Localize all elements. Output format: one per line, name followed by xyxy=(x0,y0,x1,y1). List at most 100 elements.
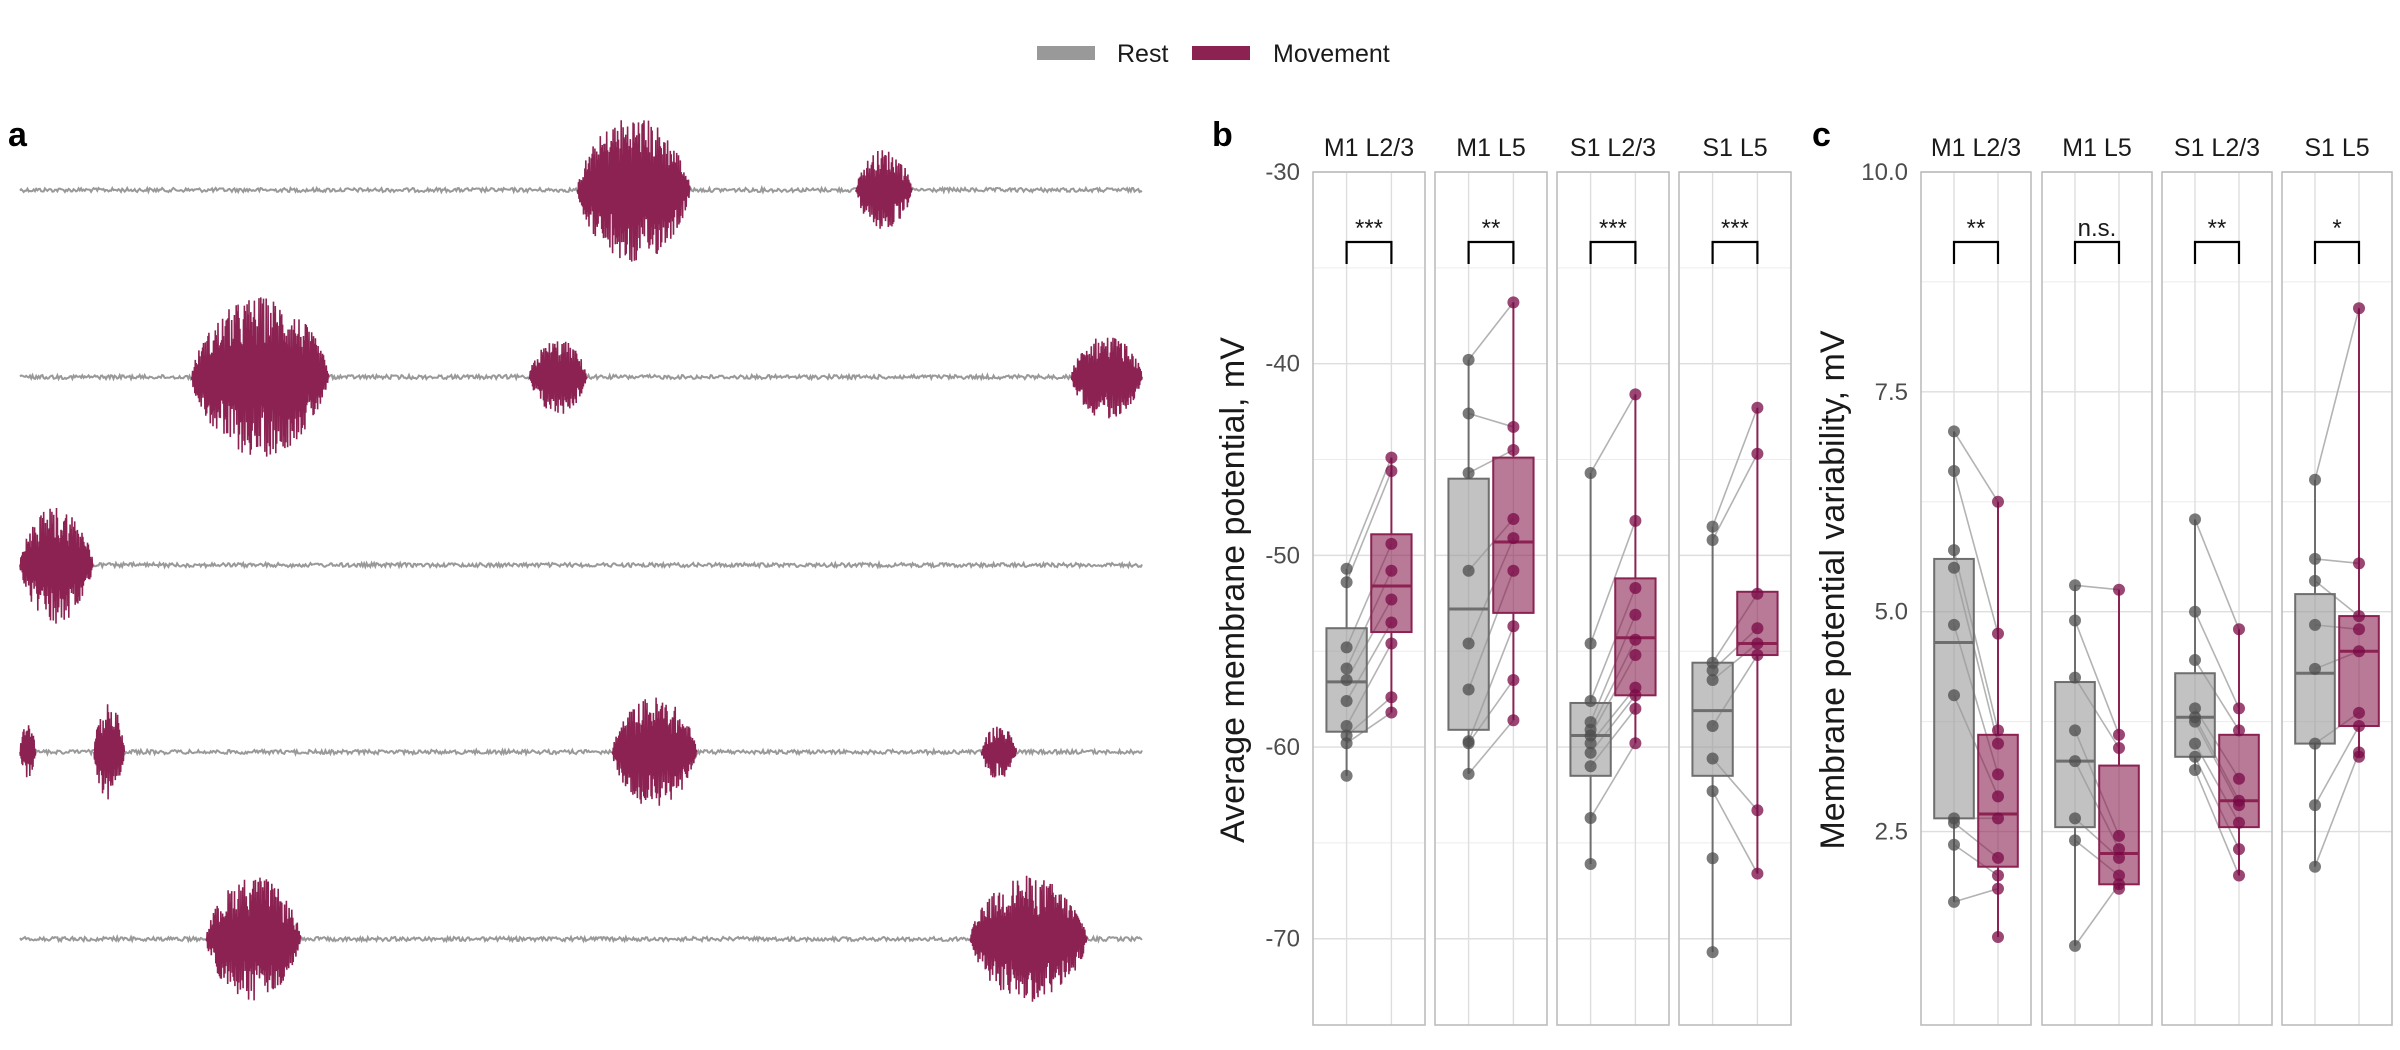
paired-line xyxy=(2194,611,2240,709)
significance-bracket xyxy=(2073,240,2121,264)
facet-strip-label: S1 L5 xyxy=(1702,134,1767,162)
data-point xyxy=(1462,466,1475,479)
panel-letter-c: c xyxy=(1812,116,1831,154)
data-point xyxy=(2353,610,2365,623)
data-point xyxy=(2189,605,2201,618)
panel-b-y-axis-label: Average membrane potential, mV xyxy=(1214,337,1252,843)
data-point xyxy=(2069,939,2081,952)
paired-line xyxy=(2314,580,2360,617)
data-point xyxy=(1507,443,1520,456)
y-tick-label: 2.5 xyxy=(1875,819,1908,846)
trace-movement-burst xyxy=(855,150,913,229)
data-point xyxy=(2189,513,2201,526)
significance-label: * xyxy=(2332,215,2341,242)
trace-movement-burst xyxy=(190,297,330,457)
data-point xyxy=(2309,618,2321,631)
legend-label-rest: Rest xyxy=(1117,40,1168,68)
data-point xyxy=(1629,633,1642,646)
legend: Rest Movement xyxy=(1037,40,1390,68)
data-point xyxy=(1948,618,1960,631)
data-point xyxy=(2113,882,2125,895)
trace-movement-burst xyxy=(969,875,1088,1002)
data-point xyxy=(1706,946,1719,959)
trace-movement-burst xyxy=(1070,337,1143,419)
data-point xyxy=(1629,737,1642,750)
data-point xyxy=(1751,401,1764,414)
data-point xyxy=(1507,714,1520,727)
data-point xyxy=(2113,728,2125,741)
panel-b-plot: -30 -40 -50 -60 -70 M1 L2/3 *** M1 L5 ** S1 L2/3 *… xyxy=(1265,134,1792,1026)
data-point xyxy=(1992,931,2004,944)
significance-label: ** xyxy=(1967,215,1986,242)
data-point xyxy=(1948,895,1960,908)
paired-line xyxy=(1589,393,1637,474)
facet-border xyxy=(1920,171,2032,1026)
data-point xyxy=(1584,466,1597,479)
paired-line xyxy=(2194,756,2240,850)
panel-c-plot: 2.55.07.510.0M1 L2/3**M1 L5n.s.S1 L2/3**… xyxy=(1861,134,2393,1026)
data-point xyxy=(1751,637,1764,650)
significance-bracket xyxy=(1711,240,1759,264)
data-point xyxy=(1948,464,1960,477)
data-point xyxy=(1340,662,1353,675)
data-point xyxy=(1948,561,1960,574)
data-point xyxy=(2309,662,2321,675)
data-point xyxy=(2189,702,2201,715)
data-point xyxy=(1385,637,1398,650)
panel-c-y-axis-label: Membrane potential variability, mV xyxy=(1814,330,1852,849)
data-point xyxy=(1992,790,2004,803)
paired-line xyxy=(2194,659,2240,731)
data-point xyxy=(1629,608,1642,621)
data-point xyxy=(1751,587,1764,600)
trace-movement-burst xyxy=(93,704,126,800)
y-tick-label: -40 xyxy=(1265,351,1300,378)
data-point xyxy=(1340,695,1353,708)
data-point xyxy=(1629,388,1642,401)
data-point xyxy=(2353,706,2365,719)
data-point xyxy=(1462,637,1475,650)
data-point xyxy=(2069,671,2081,684)
data-point xyxy=(2233,799,2245,812)
data-point xyxy=(2353,750,2365,763)
data-point xyxy=(1385,564,1398,577)
significance-bracket xyxy=(2313,240,2361,264)
box-iqr xyxy=(1933,557,1975,820)
data-point xyxy=(2069,812,2081,825)
legend-swatch-rest xyxy=(1037,46,1095,60)
facet-strip-label: M1 L2/3 xyxy=(1324,134,1414,162)
data-point xyxy=(1751,804,1764,817)
data-point xyxy=(1948,425,1960,438)
data-point xyxy=(2353,557,2365,570)
data-point xyxy=(2189,654,2201,667)
paired-line xyxy=(1953,844,1999,877)
data-point xyxy=(2233,772,2245,785)
data-point xyxy=(2113,843,2125,856)
panel-letter-b: b xyxy=(1212,116,1233,154)
box-iqr xyxy=(2098,764,2140,886)
paired-line xyxy=(1467,679,1515,744)
y-tick-label: -50 xyxy=(1265,542,1300,569)
data-point xyxy=(1629,702,1642,715)
facet-strip-label: M1 L5 xyxy=(2062,134,2131,162)
facet-border xyxy=(2041,171,2153,1026)
data-point xyxy=(1462,767,1475,780)
y-tick-label: 5.0 xyxy=(1875,599,1908,626)
data-point xyxy=(1629,689,1642,702)
data-point xyxy=(2233,816,2245,829)
data-point xyxy=(2113,741,2125,754)
paired-line xyxy=(1953,470,1999,634)
data-point xyxy=(1507,512,1520,525)
paired-line xyxy=(1711,407,1759,527)
significance-label: n.s. xyxy=(2078,215,2117,242)
facet-border xyxy=(1434,171,1548,1026)
facet-border xyxy=(1556,171,1670,1026)
data-point xyxy=(1462,407,1475,420)
data-point xyxy=(1992,869,2004,882)
data-point xyxy=(1751,867,1764,880)
paired-line xyxy=(2194,519,2240,630)
data-point xyxy=(2233,724,2245,737)
paired-line xyxy=(2074,584,2120,591)
data-point xyxy=(1462,683,1475,696)
facet-strip-label: M1 L2/3 xyxy=(1931,134,2021,162)
paired-line xyxy=(1953,887,1999,903)
